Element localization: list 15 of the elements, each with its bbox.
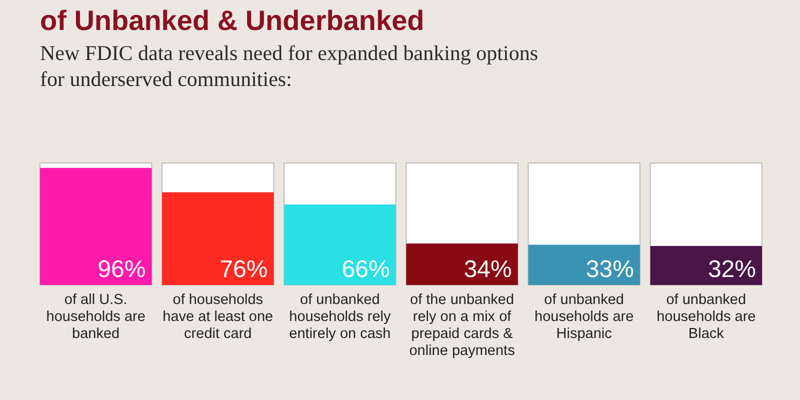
data-label: 33% xyxy=(586,256,634,283)
bar xyxy=(650,246,762,285)
data-label: 76% xyxy=(220,256,268,283)
x-tick-label: of households have at least one credit card xyxy=(162,292,274,342)
data-label: 66% xyxy=(342,256,390,283)
x-tick-label: of the unbanked rely on a mix of prepaid cards & online payments xyxy=(409,292,515,359)
x-tick-label: of unbanked households rely entirely on cash xyxy=(289,292,392,342)
x-tick-label: of all U.S. households are banked xyxy=(46,292,146,342)
chart-title: of Unbanked & Underbanked xyxy=(40,5,424,36)
data-label: 32% xyxy=(708,256,756,283)
data-label: 34% xyxy=(464,256,512,283)
x-tick-label: of unbanked households are Hispanic xyxy=(534,292,634,342)
chart-subtitle: New FDIC data reveals need for expanded banking options for underserved communities: xyxy=(40,41,538,91)
data-label: 96% xyxy=(98,256,146,283)
x-tick-label: of unbanked households are Black xyxy=(656,292,756,342)
